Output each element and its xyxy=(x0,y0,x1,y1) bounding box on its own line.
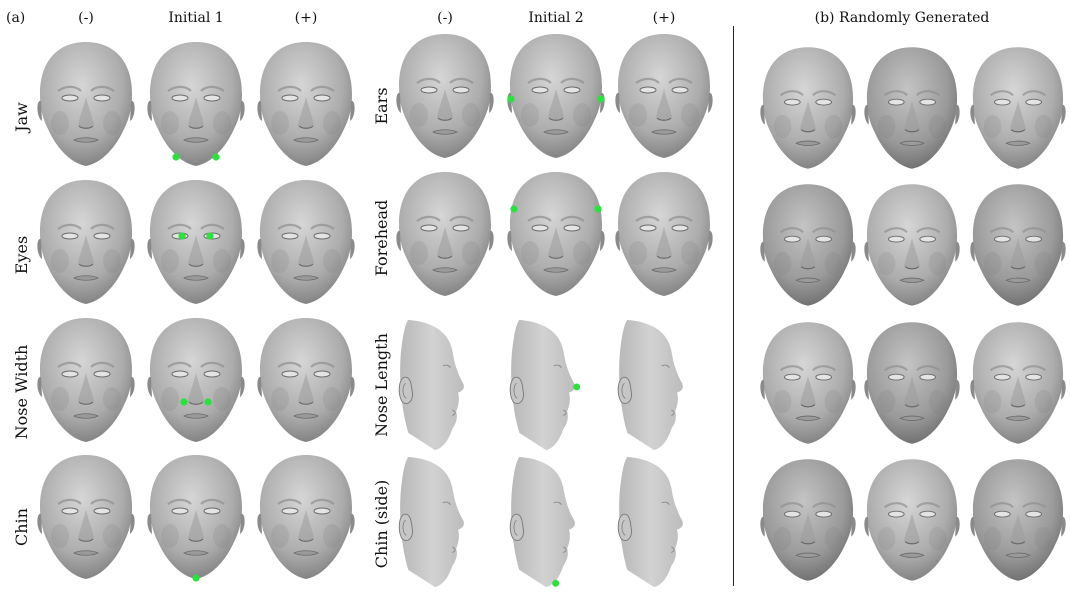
face-g2-r4-c2 xyxy=(509,456,575,588)
face-g2-r3-c1 xyxy=(398,319,464,451)
landmark-dot xyxy=(204,398,212,406)
face-random-r3-c2 xyxy=(864,322,960,444)
face-g2-r1-c1 xyxy=(396,34,494,158)
row-label-ears: Ears xyxy=(372,87,391,125)
face-g1-r3-c3 xyxy=(257,318,355,442)
face-g1-r4-c1 xyxy=(37,455,135,579)
header-minus-2: (-) xyxy=(437,10,453,26)
landmark-dot xyxy=(172,153,180,161)
landmark-dot xyxy=(573,383,581,391)
face-g1-r3-c2 xyxy=(147,318,245,442)
landmark-dot xyxy=(597,95,605,103)
header-initial-1: Initial 1 xyxy=(168,10,224,26)
face-g1-r4-c2 xyxy=(147,455,245,582)
face-g2-r4-c3 xyxy=(617,456,683,588)
face-random-r4-c2 xyxy=(864,459,960,581)
face-g1-r2-c3 xyxy=(257,180,355,304)
panel-a-tag: (a) xyxy=(6,10,26,26)
face-random-r1-c1 xyxy=(760,47,856,169)
header-initial-2: Initial 2 xyxy=(528,10,584,26)
landmark-dot xyxy=(212,153,220,161)
face-random-r3-c1 xyxy=(760,322,856,444)
face-random-r2-c3 xyxy=(970,184,1066,306)
row-label-nose-width: Nose Width xyxy=(12,344,31,440)
panel-b-title: (b) Randomly Generated xyxy=(814,10,990,26)
face-g1-r4-c3 xyxy=(257,455,355,579)
face-random-r1-c3 xyxy=(970,47,1066,169)
row-label-forehead: Forehead xyxy=(372,199,391,277)
header-plus-1: (+) xyxy=(294,10,318,26)
face-g1-r2-c2 xyxy=(147,180,245,304)
panel-divider xyxy=(733,26,734,586)
landmark-dot xyxy=(594,205,602,213)
header-minus-1: (-) xyxy=(78,10,94,26)
face-g1-r1-c3 xyxy=(257,42,355,166)
face-g1-r1-c2 xyxy=(147,42,245,166)
landmark-dot xyxy=(507,95,515,103)
face-g1-r1-c1 xyxy=(37,42,135,166)
header-plus-2: (+) xyxy=(652,10,676,26)
landmark-dot xyxy=(206,232,214,240)
face-g2-r3-c3 xyxy=(617,319,683,451)
face-g2-r2-c2 xyxy=(507,172,605,296)
face-g1-r3-c1 xyxy=(37,318,135,442)
face-g2-r2-c1 xyxy=(396,172,494,296)
landmark-dot xyxy=(180,398,188,406)
face-g2-r1-c2 xyxy=(507,34,605,158)
face-random-r4-c1 xyxy=(760,459,856,581)
face-g2-r1-c3 xyxy=(615,34,713,158)
row-label-eyes: Eyes xyxy=(12,235,31,275)
face-random-r1-c2 xyxy=(864,47,960,169)
face-random-r3-c3 xyxy=(970,322,1066,444)
landmark-dot xyxy=(192,574,200,582)
face-g2-r2-c3 xyxy=(615,172,713,296)
row-label-jaw: Jaw xyxy=(12,102,31,132)
face-g2-r3-c2 xyxy=(509,319,581,451)
face-random-r2-c2 xyxy=(864,184,960,306)
landmark-dot xyxy=(510,205,518,213)
face-g2-r4-c1 xyxy=(398,456,464,588)
row-label-chin: Chin xyxy=(12,508,31,546)
face-g1-r2-c1 xyxy=(37,180,135,304)
face-random-r2-c1 xyxy=(760,184,856,306)
landmark-dot xyxy=(552,579,560,587)
face-random-r4-c3 xyxy=(970,459,1066,581)
landmark-dot xyxy=(178,232,186,240)
